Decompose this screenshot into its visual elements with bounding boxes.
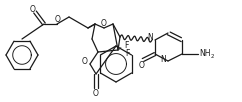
Text: r: r <box>119 47 121 52</box>
Text: NH: NH <box>199 48 211 58</box>
Text: F: F <box>124 40 128 49</box>
Text: O: O <box>93 89 99 98</box>
Text: N: N <box>160 54 166 64</box>
Text: O: O <box>30 4 36 13</box>
Text: O: O <box>101 18 107 28</box>
Text: 2: 2 <box>210 54 214 59</box>
Text: O: O <box>139 60 145 69</box>
Text: O: O <box>82 58 88 67</box>
Text: N: N <box>147 33 153 43</box>
Text: O: O <box>55 16 61 24</box>
Text: F: F <box>125 48 129 58</box>
